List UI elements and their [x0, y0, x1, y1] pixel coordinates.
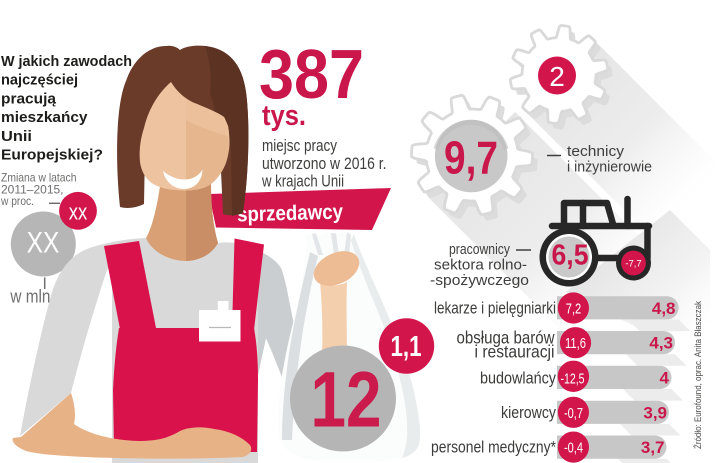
svg-text:11,6: 11,6 — [565, 336, 586, 352]
svg-text:1,1: 1,1 — [391, 331, 422, 363]
svg-text:XX: XX — [27, 227, 60, 260]
svg-text:sprzedawcy: sprzedawcy — [237, 201, 344, 227]
svg-text:4: 4 — [660, 369, 670, 388]
svg-text:-12,5: -12,5 — [561, 371, 585, 387]
svg-text:mieszkańcy: mieszkańcy — [1, 110, 88, 126]
svg-text:kierowcy: kierowcy — [501, 404, 557, 422]
svg-text:obsługa barów: obsługa barów — [457, 328, 555, 348]
svg-text:-spożywczego: -spożywczego — [430, 273, 529, 289]
svg-text:4,8: 4,8 — [652, 299, 676, 318]
svg-text:Unii: Unii — [1, 129, 32, 145]
svg-text:6,5: 6,5 — [552, 240, 589, 272]
svg-text:4,3: 4,3 — [649, 334, 673, 353]
svg-text:-7,7: -7,7 — [625, 259, 641, 270]
svg-text:387: 387 — [259, 35, 364, 113]
svg-text:-0,4: -0,4 — [564, 441, 583, 457]
svg-text:lekarze i pielęgniarki: lekarze i pielęgniarki — [434, 300, 556, 318]
svg-text:budowlańcy: budowlańcy — [480, 369, 557, 387]
svg-text:pracownicy: pracownicy — [449, 242, 511, 258]
svg-text:xx: xx — [69, 199, 88, 224]
svg-text:9,7: 9,7 — [444, 132, 498, 184]
svg-text:pracują: pracują — [1, 91, 57, 107]
svg-text:7,2: 7,2 — [566, 301, 582, 317]
svg-text:technicy: technicy — [567, 144, 625, 160]
svg-text:sektora rolno-: sektora rolno- — [434, 258, 527, 274]
svg-text:i inżynierowie: i inżynierowie — [567, 160, 652, 176]
svg-text:najczęściej: najczęściej — [1, 73, 78, 89]
svg-text:Źródło: Eurofound, oprac. Anit: Źródło: Eurofound, oprac. Anita Błaszcza… — [693, 301, 703, 449]
svg-text:tys.: tys. — [262, 100, 306, 132]
svg-text:2011–2015,: 2011–2015, — [1, 183, 64, 197]
svg-text:Zmiana w latach: Zmiana w latach — [1, 171, 77, 185]
svg-text:W jakich zawodach: W jakich zawodach — [1, 54, 132, 70]
svg-text:miejsc pracy: miejsc pracy — [262, 136, 337, 155]
svg-text:Europejskiej?: Europejskiej? — [1, 148, 103, 164]
svg-text:3,7: 3,7 — [641, 438, 665, 457]
svg-text:personel medyczny*: personel medyczny* — [431, 439, 556, 457]
svg-text:-0,7: -0,7 — [564, 406, 583, 422]
svg-text:w mln: w mln — [10, 287, 51, 307]
svg-text:w proc.: w proc. — [0, 194, 34, 208]
svg-text:12: 12 — [311, 355, 382, 444]
svg-text:i restauracji: i restauracji — [475, 342, 555, 362]
svg-text:3,9: 3,9 — [643, 403, 667, 422]
svg-text:w krajach Unii: w krajach Unii — [261, 172, 344, 191]
svg-text:2: 2 — [549, 61, 565, 92]
svg-text:utworzono w 2016 r.: utworzono w 2016 r. — [262, 154, 387, 173]
